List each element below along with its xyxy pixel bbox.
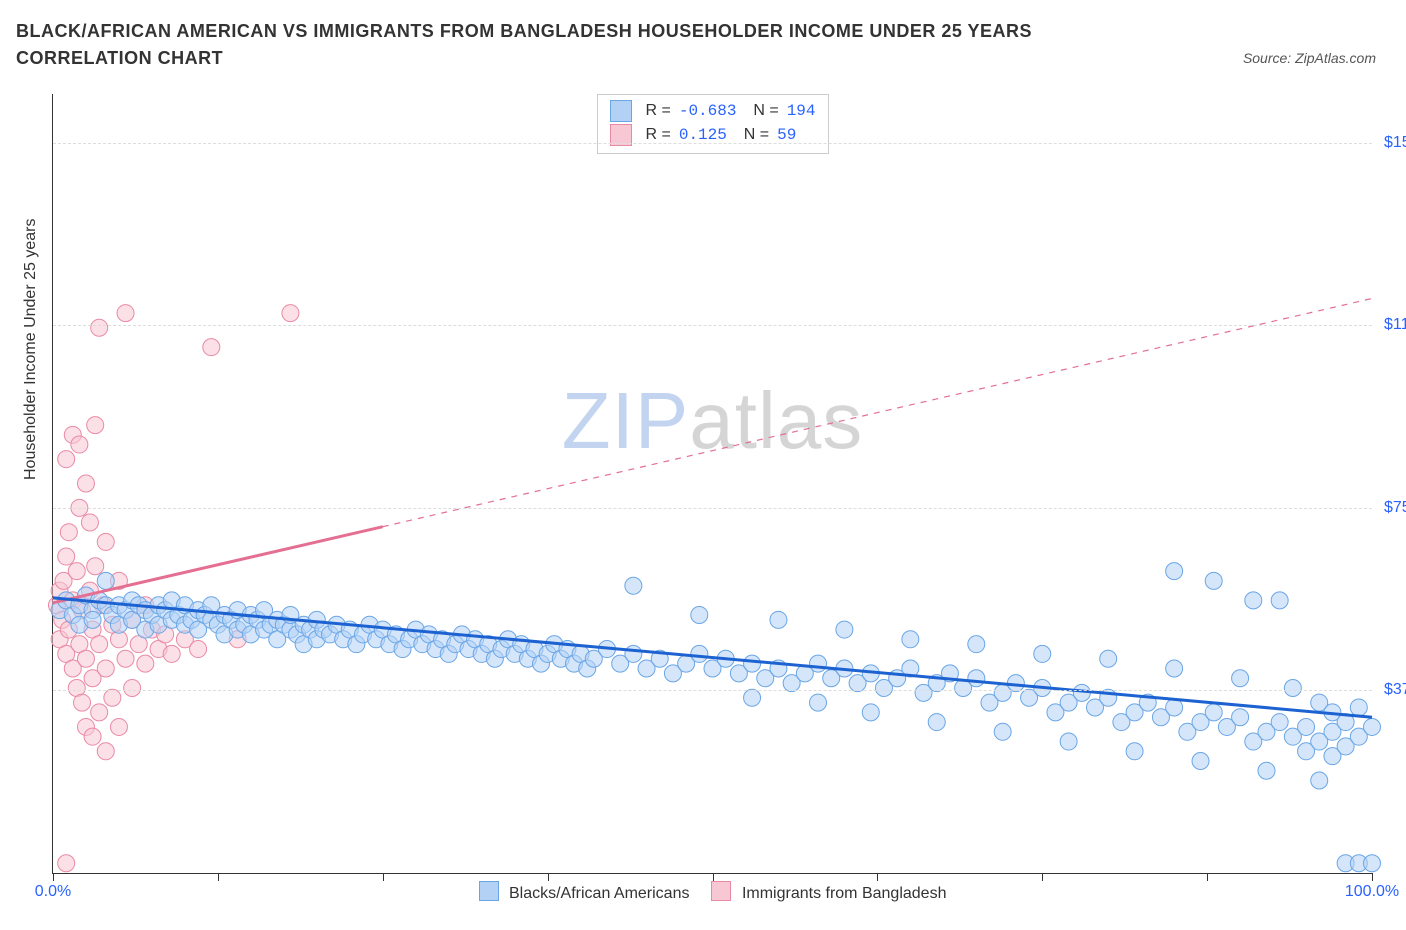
- x-tick: [218, 873, 219, 881]
- x-tick-label: 100.0%: [1345, 883, 1399, 901]
- x-tick: [548, 873, 549, 881]
- x-tick: [1207, 873, 1208, 881]
- gridline: [53, 325, 1372, 326]
- x-tick: [1042, 873, 1043, 881]
- chart-container: BLACK/AFRICAN AMERICAN VS IMMIGRANTS FRO…: [0, 0, 1406, 930]
- stat-label: R =: [646, 99, 671, 123]
- stat-n-blue: 194: [787, 99, 816, 123]
- legend-item-blue: Blacks/African Americans: [479, 881, 690, 903]
- source-label: Source: ZipAtlas.com: [1243, 50, 1376, 66]
- y-tick-label: $37,500: [1374, 681, 1406, 699]
- gridline: [53, 690, 1372, 691]
- gridline: [53, 143, 1372, 144]
- y-axis-title: Householder Income Under 25 years: [22, 219, 40, 480]
- stats-legend-box: R = -0.683 N = 194 R = 0.125 N = 59: [597, 94, 829, 154]
- swatch-blue-icon: [479, 881, 499, 901]
- x-tick: [713, 873, 714, 881]
- y-tick-label: $150,000: [1374, 134, 1406, 152]
- gridline: [53, 508, 1372, 509]
- stat-label: N =: [744, 99, 778, 123]
- swatch-blue-icon: [610, 100, 632, 122]
- swatch-pink-icon: [711, 881, 731, 901]
- chart-title: BLACK/AFRICAN AMERICAN VS IMMIGRANTS FRO…: [16, 18, 1136, 72]
- bottom-legend: Blacks/African Americans Immigrants from…: [53, 881, 1372, 903]
- y-tick-label: $112,500: [1374, 316, 1406, 334]
- y-tick-label: $75,000: [1374, 499, 1406, 517]
- plot-svg: [53, 94, 1372, 873]
- stat-r-blue: -0.683: [679, 99, 737, 123]
- legend-label-blue: Blacks/African Americans: [509, 885, 690, 902]
- x-tick: [383, 873, 384, 881]
- x-tick: [1372, 873, 1373, 881]
- plot-area: ZIPatlas R = -0.683 N = 194 R = 0.125 N …: [52, 94, 1372, 874]
- legend-item-pink: Immigrants from Bangladesh: [711, 881, 946, 903]
- stats-row-blue: R = -0.683 N = 194: [610, 99, 816, 123]
- legend-label-pink: Immigrants from Bangladesh: [742, 885, 947, 902]
- x-tick: [53, 873, 54, 881]
- x-tick-label: 0.0%: [35, 883, 71, 901]
- x-tick: [877, 873, 878, 881]
